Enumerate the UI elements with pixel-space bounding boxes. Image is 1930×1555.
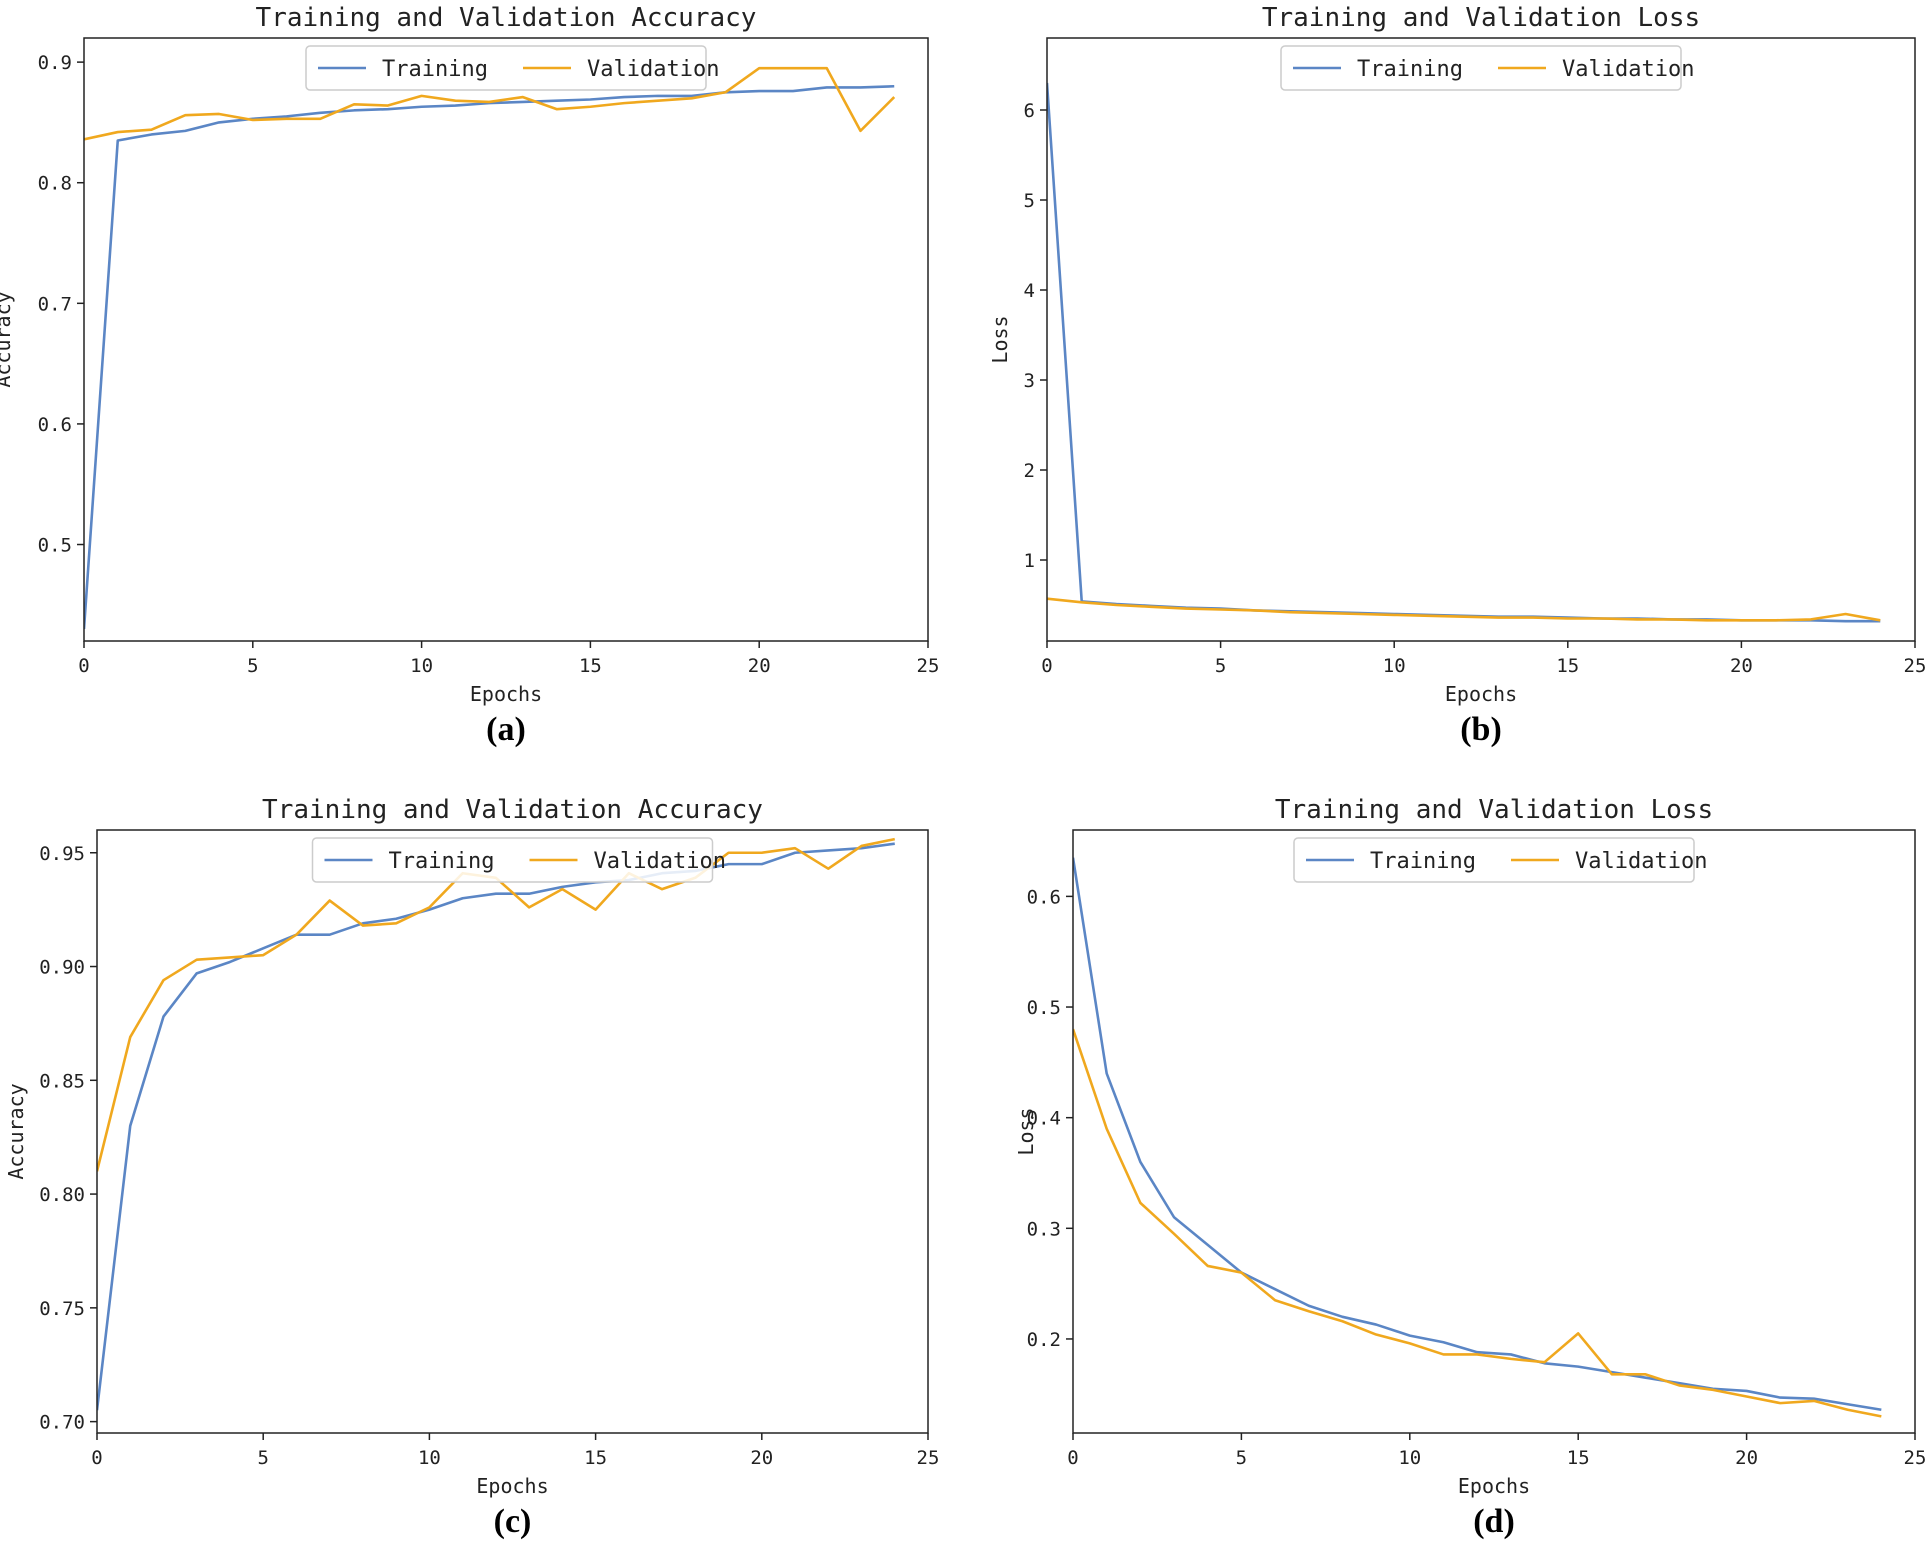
chart-b-ylabel: Loss [988, 315, 1012, 363]
chart-d-ytick-label: 0.3 [1027, 1218, 1061, 1240]
chart-a-caption: (a) [486, 711, 526, 748]
chart-b-xtick-label: 5 [1215, 655, 1226, 677]
chart-b-ytick-label: 6 [1024, 100, 1035, 122]
chart-a-legend: Training Validation [305, 45, 719, 91]
chart-a-xtick-label: 20 [748, 655, 771, 677]
chart-b-ytick-label: 5 [1024, 190, 1035, 212]
chart-d-ytick-label: 0.4 [1027, 1108, 1061, 1130]
chart-d-xtick-label: 15 [1567, 1447, 1590, 1469]
chart-b-ytick-label: 2 [1024, 460, 1035, 482]
chart-d-series-training [1073, 857, 1882, 1412]
chart-c-xtick-label: 10 [418, 1447, 441, 1469]
chart-c-legend: Training Validation [311, 837, 726, 883]
chart-d-series-validation [1073, 1028, 1882, 1418]
chart-a-ytick-label: 0.6 [38, 414, 72, 436]
chart-b-series-validation [1047, 597, 1881, 622]
chart-b-frame [1046, 37, 1916, 642]
chart-a-ylabel: Accuracy [0, 291, 15, 387]
chart-b-xlabel: Epochs [1445, 682, 1517, 706]
chart-c-series-validation [97, 837, 896, 1172]
chart-a-title: Training and Validation Accuracy [256, 3, 757, 33]
chart-a-xlabel: Epochs [470, 682, 542, 706]
chart-d-title: Training and Validation Loss [1275, 795, 1713, 825]
chart-c-frame [96, 829, 929, 1434]
chart-d: Training and Validation Loss 0 5 10 15 20 25 0.… [1014, 795, 1926, 1540]
chart-c-xtick-label: 5 [257, 1447, 268, 1469]
chart-c-legend-label-validation: Validation [594, 849, 726, 874]
chart-d-xtick-label: 0 [1067, 1447, 1078, 1469]
chart-a-xtick-label: 15 [579, 655, 602, 677]
chart-a-series-validation [84, 66, 896, 141]
chart-c-ylabel: Accuracy [4, 1083, 28, 1179]
chart-d-xtick-label: 10 [1398, 1447, 1421, 1469]
chart-d-legend: Training Validation [1293, 837, 1707, 883]
chart-a-xtick-label: 0 [78, 655, 89, 677]
chart-a-legend-label-validation: Validation [587, 57, 719, 82]
chart-a-ytick-label: 0.7 [38, 293, 72, 315]
chart-b-legend: Training Validation [1280, 45, 1694, 91]
chart-c-ytick-label: 0.85 [39, 1070, 85, 1092]
chart-a-frame [83, 37, 929, 642]
chart-b-xtick-label: 15 [1556, 655, 1579, 677]
chart-c: Training and Validation Accuracy 0 5 10 15 20… [4, 795, 939, 1540]
chart-c-ytick-label: 0.80 [39, 1184, 85, 1206]
chart-d-legend-label-validation: Validation [1575, 849, 1707, 874]
chart-b-legend-label-validation: Validation [1562, 57, 1694, 82]
chart-a-xtick-label: 10 [410, 655, 433, 677]
chart-b-ytick-label: 3 [1024, 370, 1035, 392]
chart-c-legend-box [311, 837, 714, 883]
chart-b-ytick-label: 1 [1024, 550, 1035, 572]
chart-b-xtick-label: 20 [1730, 655, 1753, 677]
chart-a-ytick-label: 0.5 [38, 535, 72, 557]
chart-d-ytick-label: 0.5 [1027, 997, 1061, 1019]
chart-a-ytick-label: 0.9 [38, 52, 72, 74]
chart-d-ytick-label: 0.6 [1027, 886, 1061, 908]
chart-b-ytick-label: 4 [1024, 280, 1035, 302]
chart-d-legend-label-training: Training [1370, 849, 1476, 874]
chart-c-xtick-label: 20 [750, 1447, 773, 1469]
chart-a-legend-label-training: Training [382, 57, 488, 82]
chart-c-ytick-label: 0.75 [39, 1298, 85, 1320]
chart-c-caption: (c) [494, 1503, 532, 1540]
chart-c-xtick-label: 0 [91, 1447, 102, 1469]
chart-b-legend-box [1280, 45, 1682, 91]
chart-a-xtick-label: 25 [917, 655, 940, 677]
chart-d-caption: (d) [1473, 1503, 1515, 1540]
chart-c-ytick-label: 0.95 [39, 843, 85, 865]
chart-c-xtick-label: 15 [584, 1447, 607, 1469]
chart-a-legend-box [305, 45, 707, 91]
chart-b-caption: (b) [1460, 711, 1502, 748]
chart-c-ytick-label: 0.90 [39, 957, 85, 979]
chart-c-legend-label-training: Training [389, 849, 495, 874]
chart-c-xtick-label: 25 [917, 1447, 940, 1469]
chart-c-xlabel: Epochs [476, 1474, 548, 1498]
chart-b-xtick-label: 25 [1904, 655, 1927, 677]
chart-d-ylabel: Loss [1014, 1107, 1038, 1155]
chart-a: Training and Validation Accuracy 0 5 10 15 20… [0, 3, 939, 748]
chart-a-xtick-label: 5 [247, 655, 258, 677]
chart-b-xtick-label: 10 [1383, 655, 1406, 677]
chart-d-xtick-label: 20 [1735, 1447, 1758, 1469]
chart-c-title: Training and Validation Accuracy [262, 795, 763, 825]
chart-a-ytick-label: 0.8 [38, 173, 72, 195]
chart-b-xtick-label: 0 [1041, 655, 1052, 677]
chart-d-legend-box [1293, 837, 1695, 883]
chart-a-series-training [84, 84, 895, 630]
chart-c-series-training [97, 842, 895, 1411]
chart-d-xtick-label: 25 [1904, 1447, 1927, 1469]
chart-d-xtick-label: 5 [1236, 1447, 1247, 1469]
chart-b-title: Training and Validation Loss [1262, 3, 1700, 33]
chart-d-xlabel: Epochs [1458, 1474, 1530, 1498]
chart-d-frame [1072, 829, 1916, 1434]
chart-d-ytick-label: 0.2 [1027, 1329, 1061, 1351]
chart-b-series-training [1047, 82, 1881, 623]
chart-b-legend-label-training: Training [1357, 57, 1463, 82]
chart-c-ytick-label: 0.70 [39, 1412, 85, 1434]
